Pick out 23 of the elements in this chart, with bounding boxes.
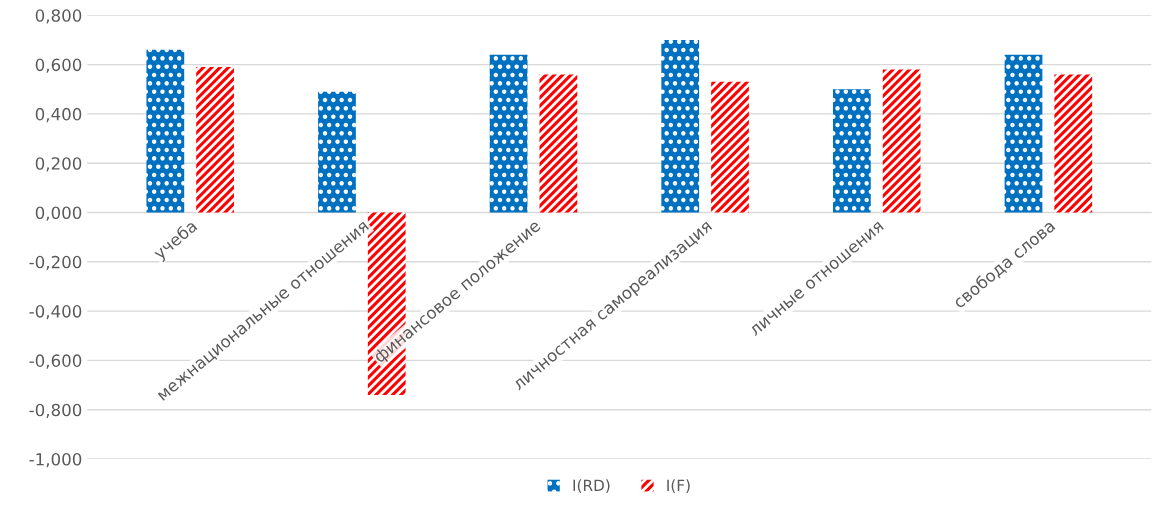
legend-label: I(F) <box>667 479 690 493</box>
bar <box>489 54 528 213</box>
y-tick-label: -0,600 <box>29 354 82 369</box>
bar <box>661 39 700 213</box>
y-tick-label: -0,800 <box>29 403 82 418</box>
bar <box>1004 54 1043 213</box>
y-tick-label: -0,400 <box>29 305 82 320</box>
y-tick-label: 0,800 <box>35 9 82 24</box>
bar <box>832 89 871 213</box>
bar <box>1054 74 1093 213</box>
bar <box>196 67 234 213</box>
legend-label: I(RD) <box>573 479 610 493</box>
bar <box>711 81 749 213</box>
y-tick-label: -0,200 <box>29 255 82 271</box>
bar <box>882 69 921 213</box>
y-tick-label: 0,000 <box>35 206 82 221</box>
y-tick-label: 0,400 <box>35 107 82 123</box>
y-tick-label: 0,600 <box>35 58 82 73</box>
bar <box>318 91 356 213</box>
y-tick-label: -1,000 <box>29 452 82 468</box>
bar <box>539 74 578 213</box>
bar <box>146 49 185 213</box>
y-tick-label: 0,200 <box>35 157 82 172</box>
